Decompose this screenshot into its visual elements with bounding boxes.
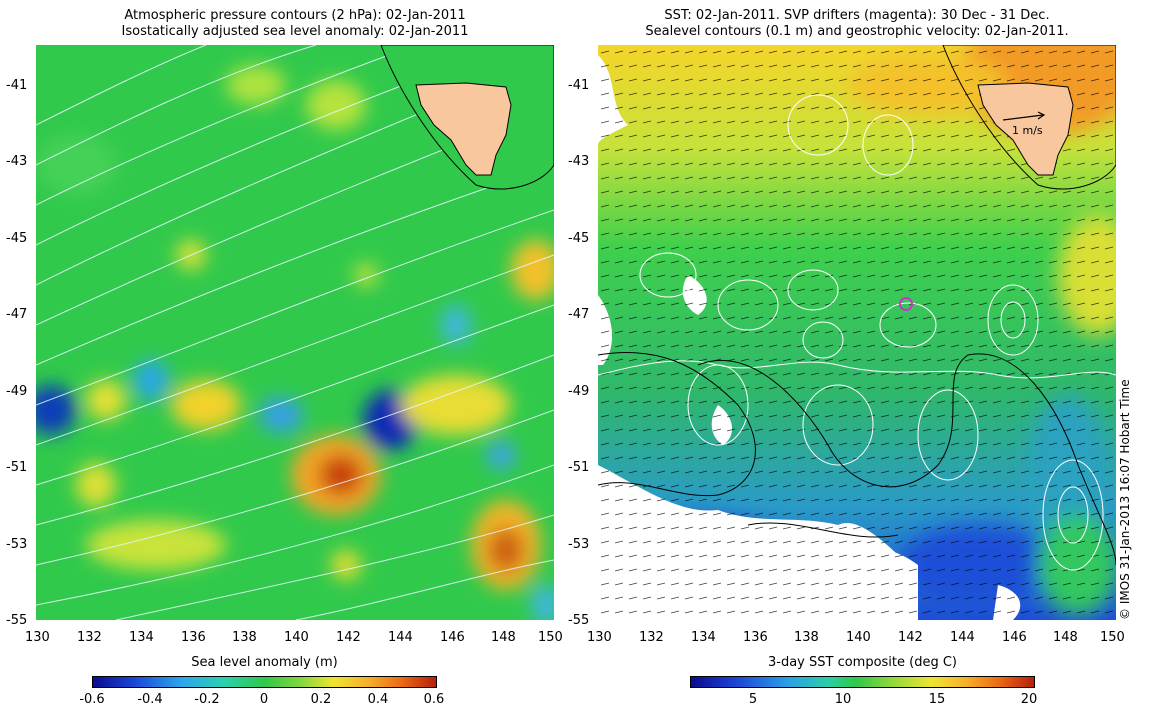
right-cb-tick: 15	[928, 692, 946, 707]
right-ytick: -41	[568, 78, 590, 93]
right-xtick: 148	[1053, 630, 1078, 645]
left-title-line2: Isostatically adjusted sea level anomaly…	[121, 24, 469, 39]
left-title-line1: Atmospheric pressure contours (2 hPa): 0…	[124, 8, 466, 23]
left-ytick: -45	[6, 231, 28, 246]
left-ytick: -53	[6, 537, 28, 552]
left-title: Atmospheric pressure contours (2 hPa): 0…	[36, 8, 554, 40]
right-ytick: -53	[568, 537, 590, 552]
left-ytick: -51	[6, 460, 28, 475]
left-cb-tick: -0.4	[137, 692, 163, 707]
right-title: SST: 02-Jan-2011. SVP drifters (magenta)…	[598, 8, 1116, 40]
left-colorbar	[92, 676, 437, 688]
left-map	[36, 45, 554, 620]
left-ytick: -47	[6, 307, 28, 322]
right-ytick: -55	[568, 613, 590, 628]
tasmania-land	[380, 45, 554, 190]
right-xtick: 134	[691, 630, 716, 645]
left-cb-tick: -0.2	[194, 692, 220, 707]
left-xtick: 144	[388, 630, 413, 645]
right-colorbar-label: 3-day SST composite (deg C)	[767, 655, 958, 670]
right-xtick: 146	[1002, 630, 1027, 645]
right-title-line2: Sealevel contours (0.1 m) and geostrophi…	[645, 24, 1069, 39]
right-xtick: 140	[846, 630, 871, 645]
sla-field	[36, 65, 554, 620]
right-xtick: 138	[794, 630, 819, 645]
left-xtick: 150	[538, 630, 563, 645]
strong-flow-contours	[598, 351, 1116, 566]
left-xtick: 146	[440, 630, 465, 645]
left-xtick: 138	[232, 630, 257, 645]
right-cb-tick: 10	[834, 692, 852, 707]
right-xtick: 130	[587, 630, 612, 645]
left-xtick: 136	[181, 630, 206, 645]
right-xtick: 132	[639, 630, 664, 645]
left-cb-tick: 0	[259, 692, 269, 707]
right-title-line1: SST: 02-Jan-2011. SVP drifters (magenta)…	[664, 8, 1050, 23]
right-xtick: 142	[898, 630, 923, 645]
tasmania-land	[942, 45, 1116, 190]
right-colorbar	[690, 676, 1035, 688]
right-ytick: -51	[568, 460, 590, 475]
right-xtick: 150	[1100, 630, 1125, 645]
left-xtick: 142	[336, 630, 361, 645]
velocity-scale-arrow	[1002, 114, 1044, 121]
left-ytick: -43	[6, 154, 28, 169]
pressure-contours	[36, 45, 554, 620]
right-cb-tick: 5	[748, 692, 758, 707]
velocity-scale-label: 1 m/s	[1012, 124, 1043, 137]
right-cb-tick: 20	[1020, 692, 1038, 707]
left-cb-tick: -0.6	[79, 692, 105, 707]
left-cb-tick: 0.6	[423, 692, 445, 707]
left-ytick: -55	[6, 613, 28, 628]
right-ytick: -49	[568, 384, 590, 399]
sealevel-contours	[598, 94, 1116, 571]
left-xtick: 130	[25, 630, 50, 645]
left-ytick: -41	[6, 78, 28, 93]
left-colorbar-label: Sea level anomaly (m)	[191, 655, 338, 670]
right-ytick: -43	[568, 154, 590, 169]
left-cb-tick: 0.2	[310, 692, 332, 707]
right-map	[598, 45, 1116, 620]
left-xtick: 140	[284, 630, 309, 645]
left-ytick: -49	[6, 384, 28, 399]
imos-credit: © IMOS 31-Jan-2013 16:07 Hobart Time	[1118, 379, 1132, 620]
left-cb-tick: 0.4	[367, 692, 389, 707]
right-ytick: -47	[568, 307, 590, 322]
drifter-track	[899, 297, 913, 311]
left-xtick: 132	[77, 630, 102, 645]
right-xtick: 144	[950, 630, 975, 645]
right-xtick: 136	[743, 630, 768, 645]
right-ytick: -45	[568, 231, 590, 246]
left-xtick: 148	[491, 630, 516, 645]
left-xtick: 134	[129, 630, 154, 645]
